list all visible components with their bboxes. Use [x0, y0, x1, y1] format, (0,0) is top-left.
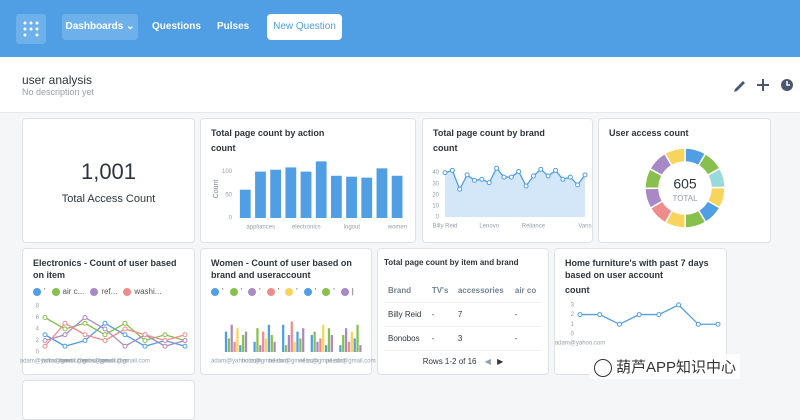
legend-swatch [266, 287, 275, 296]
card-title: Home furniture's with past 7 days based … [565, 258, 709, 280]
chart-card[interactable]: User access count [598, 118, 771, 243]
legend-label: ' [240, 287, 243, 296]
legend-item: air c... [51, 287, 85, 296]
legend-label: ' [314, 287, 317, 296]
legend-label: ' [222, 287, 224, 296]
legend-label: washi... [134, 287, 162, 296]
cell: - [427, 302, 454, 327]
card-title: Total page count by brand [433, 128, 545, 138]
legend-swatch [322, 287, 331, 296]
legend-label: | [351, 287, 354, 296]
legend-item: ' [285, 287, 298, 296]
logo[interactable] [16, 14, 46, 44]
card-title: User access count [609, 128, 689, 138]
legend-item: ' [229, 287, 243, 296]
cell: 7 [453, 302, 511, 327]
legend-item: ' [33, 287, 46, 296]
y-axis-title: count [565, 285, 590, 295]
top-bar: Dashboards ⌄ Questions Pulses New Questi… [0, 0, 800, 57]
legend: ' ' ' ' ' ' ' | [211, 287, 361, 296]
next-page[interactable]: ▶ [497, 357, 504, 366]
legend: ' air c... ref... washi... [33, 287, 184, 296]
legend-item: | [340, 287, 354, 296]
legend-swatch [33, 287, 41, 296]
dashboard-title: user analysis [22, 73, 93, 87]
header-icons [734, 79, 793, 92]
card-title: Total page count by item and brand [384, 258, 519, 267]
cell: Bonobos [384, 326, 428, 351]
card-title: Women - Count of user based on brand and… [211, 258, 352, 280]
table-footer: Rows 1-2 of 16 ◀ ▶ [378, 357, 548, 366]
legend-label: ' [296, 287, 298, 296]
legend-swatch [51, 287, 60, 296]
legend-label: ' [259, 287, 261, 296]
legend-label: ' [333, 287, 335, 296]
new-question-button[interactable]: New Question [267, 14, 342, 40]
legend-item: ref... [90, 287, 117, 296]
legend-label: ref... [101, 287, 118, 296]
chart-card[interactable]: Women - Count of user based on brand and… [200, 248, 372, 375]
y-axis-title: count [211, 143, 236, 153]
watermark-text: 葫芦APP知识中心 [616, 359, 737, 376]
column-header: TV's [427, 279, 454, 303]
y-axis-title: count [433, 143, 458, 153]
cell: - [510, 326, 542, 351]
nav-pulses[interactable]: Pulses [217, 21, 250, 32]
nav-questions[interactable]: Questions [152, 21, 201, 32]
table: Brand TV's accessories air co Billy Reid -7-… [384, 279, 542, 351]
legend-item: ' [211, 287, 224, 296]
column-header: air co [510, 279, 542, 303]
nav-label[interactable]: Dashboards [65, 21, 124, 32]
legend-item: washi... [123, 287, 161, 296]
legend-swatch [340, 287, 349, 296]
scalar-card[interactable]: 1,001 Total Access Count [22, 118, 195, 243]
prev-page[interactable]: ◀ [484, 357, 491, 366]
add-icon[interactable] [757, 79, 769, 91]
chart-card[interactable]: Total page count by brand count [422, 118, 593, 243]
scalar-value: 1,001 [80, 159, 137, 184]
cell: - [510, 302, 542, 327]
table-card[interactable]: Total page count by item and brand Brand… [377, 248, 549, 375]
column-header: Brand [384, 279, 428, 303]
partial-card [22, 380, 195, 420]
cell: 3 [453, 326, 511, 351]
legend-swatch [90, 287, 99, 296]
row-count: Rows 1-2 of 16 [422, 357, 477, 366]
legend-swatch [211, 287, 219, 296]
legend-swatch [229, 287, 238, 296]
card-title: Electronics - Count of user based on ite… [33, 258, 177, 280]
dashboard-header: user analysis No description yet [0, 57, 800, 113]
legend-swatch [303, 287, 312, 296]
legend-label: ' [277, 287, 280, 296]
legend-label: ' [44, 287, 46, 296]
legend-item: ' [248, 287, 261, 296]
edit-icon[interactable] [734, 81, 745, 92]
legend-swatch [285, 287, 294, 296]
legend-item: ' [322, 287, 335, 296]
legend-item: ' [266, 287, 280, 296]
cell: Billy Reid [384, 302, 428, 327]
legend-item: ' [303, 287, 317, 296]
chart-card[interactable]: Total page count by action count [200, 118, 416, 243]
card-title: Total page count by action [211, 128, 325, 138]
watermark: 葫芦APP知识中心 [590, 354, 741, 380]
legend-swatch [123, 287, 132, 296]
column-header: accessories [453, 279, 511, 303]
scalar-label: Total Access Count [61, 193, 156, 205]
nav-dashboards[interactable]: Dashboards ⌄ [62, 14, 138, 40]
legend-swatch [248, 287, 257, 296]
chart-card[interactable]: Electronics - Count of user based on ite… [22, 248, 195, 375]
dashboard-description: No description yet [22, 87, 95, 97]
legend-label: air c... [62, 287, 85, 296]
cell: - [427, 326, 454, 351]
